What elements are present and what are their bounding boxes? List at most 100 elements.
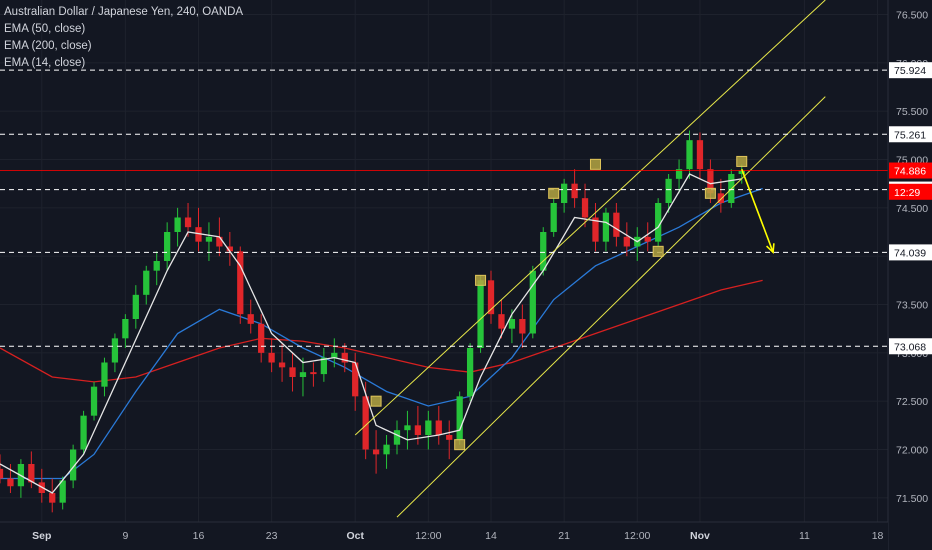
candle-body: [655, 203, 662, 242]
bar-countdown-label: 12:29: [894, 187, 920, 199]
time-tick-label: 12:00: [415, 530, 441, 542]
price-tick-label: 73.500: [896, 300, 928, 312]
arrow-head: [766, 243, 775, 255]
time-tick-label: 23: [266, 530, 278, 542]
candle-body: [696, 140, 704, 170]
arrow-shaft: [740, 168, 774, 253]
time-axis[interactable]: Sep 9 16 23 Oct 12:00 14 21 12:00 Nov 11 18: [0, 521, 888, 550]
candle-body: [686, 140, 693, 170]
candle-body: [540, 232, 547, 271]
price-tick-label: 72.500: [896, 396, 928, 408]
price-tick-label: 74.500: [896, 203, 928, 215]
price-tick-label: 76.500: [896, 10, 928, 22]
channel-line: [354, 0, 826, 436]
price-axis-bg: [888, 0, 932, 550]
candle-body: [571, 183, 578, 199]
touch-marker: [370, 395, 382, 407]
time-tick-label: Sep: [32, 530, 51, 542]
level-price-label-bg: [889, 62, 932, 79]
candle-body: [707, 169, 714, 194]
candle-body: [268, 352, 275, 363]
candle-body: [519, 319, 526, 334]
time-tick-label: 21: [558, 530, 570, 542]
candle-body: [216, 236, 223, 247]
touch-marker: [736, 155, 748, 167]
price-axis[interactable]: 71.50072.00072.50073.00073.50074.00074.5…: [887, 0, 932, 550]
indicator-ema-50[interactable]: EMA (50, close): [4, 23, 86, 35]
candle-body: [153, 261, 160, 271]
horizontal-levels: [0, 69, 888, 347]
candle-body: [362, 396, 369, 450]
candle-body: [101, 362, 108, 387]
level-price-label: 75.261: [894, 129, 926, 141]
candle-body: [466, 348, 474, 397]
touch-marker: [704, 187, 716, 199]
candle-body: [341, 352, 348, 363]
candle-body: [28, 464, 35, 483]
ema-200-line: [0, 279, 763, 383]
candle-body: [508, 319, 516, 329]
candle-body: [456, 396, 463, 440]
candles: [0, 130, 745, 513]
candle-body: [143, 270, 150, 295]
touch-marker: [589, 158, 601, 170]
candle-body: [383, 444, 390, 455]
candle-body: [278, 362, 286, 368]
candle-body: [132, 294, 139, 319]
candle-body: [529, 270, 536, 334]
time-tick-label: 11: [799, 530, 810, 542]
candle-body: [644, 236, 651, 242]
time-tick-label: 16: [193, 530, 205, 542]
candle-body: [174, 217, 181, 232]
candle-body: [613, 212, 620, 237]
candle-body: [111, 338, 119, 363]
candle-body: [69, 449, 77, 481]
candle-body: [404, 425, 411, 431]
time-tick-label: Oct: [346, 530, 364, 542]
candle-body: [550, 203, 557, 232]
current-price-label-bg: [889, 162, 932, 179]
candle-body: [498, 314, 505, 329]
touch-marker: [475, 274, 487, 286]
indicator-ema-14[interactable]: EMA (14, close): [4, 57, 86, 69]
candle-body: [80, 415, 87, 450]
candle-body: [561, 183, 568, 203]
candle-body: [184, 217, 192, 228]
candle-body: [299, 372, 307, 377]
indicator-ema-200[interactable]: EMA (200, close): [4, 40, 92, 52]
time-tick-label: 14: [485, 530, 497, 542]
touch-marker: [454, 439, 466, 451]
horizontal-grid: [0, 14, 888, 499]
candle-body: [414, 425, 422, 435]
channel-lines: [354, 0, 826, 518]
candle-body: [7, 478, 14, 487]
candle-body: [602, 212, 610, 242]
candle-body: [623, 236, 630, 247]
candle-body: [0, 468, 4, 479]
candle-body: [477, 280, 484, 348]
touch-marker: [652, 245, 664, 257]
chart-legend: Australian Dollar / Japanese Yen, 240, O…: [4, 4, 243, 72]
candle-body: [226, 246, 233, 252]
level-price-label-bg: [889, 338, 932, 355]
candle-body: [320, 357, 327, 375]
candle-body: [665, 178, 672, 203]
level-price-label-bg: [889, 244, 932, 261]
price-tick-label: 72.000: [896, 445, 928, 457]
candle-body: [49, 493, 56, 503]
symbol-title[interactable]: Australian Dollar / Japanese Yen, 240, O…: [4, 6, 244, 18]
channel-line: [396, 96, 826, 518]
candle-body: [425, 420, 432, 435]
price-tick-label: 75.500: [896, 106, 928, 118]
candle-body: [237, 251, 244, 315]
ema-50-series: [0, 187, 763, 480]
ema-50-line: [0, 187, 763, 480]
candle-body: [352, 362, 359, 397]
forecast-arrow: [740, 168, 775, 255]
time-axis-bg: [0, 522, 888, 550]
price-tick-label: 71.500: [896, 493, 928, 505]
level-price-label-bg: [889, 126, 932, 143]
vertical-grid: [41, 0, 879, 522]
candle-body: [717, 193, 724, 203]
